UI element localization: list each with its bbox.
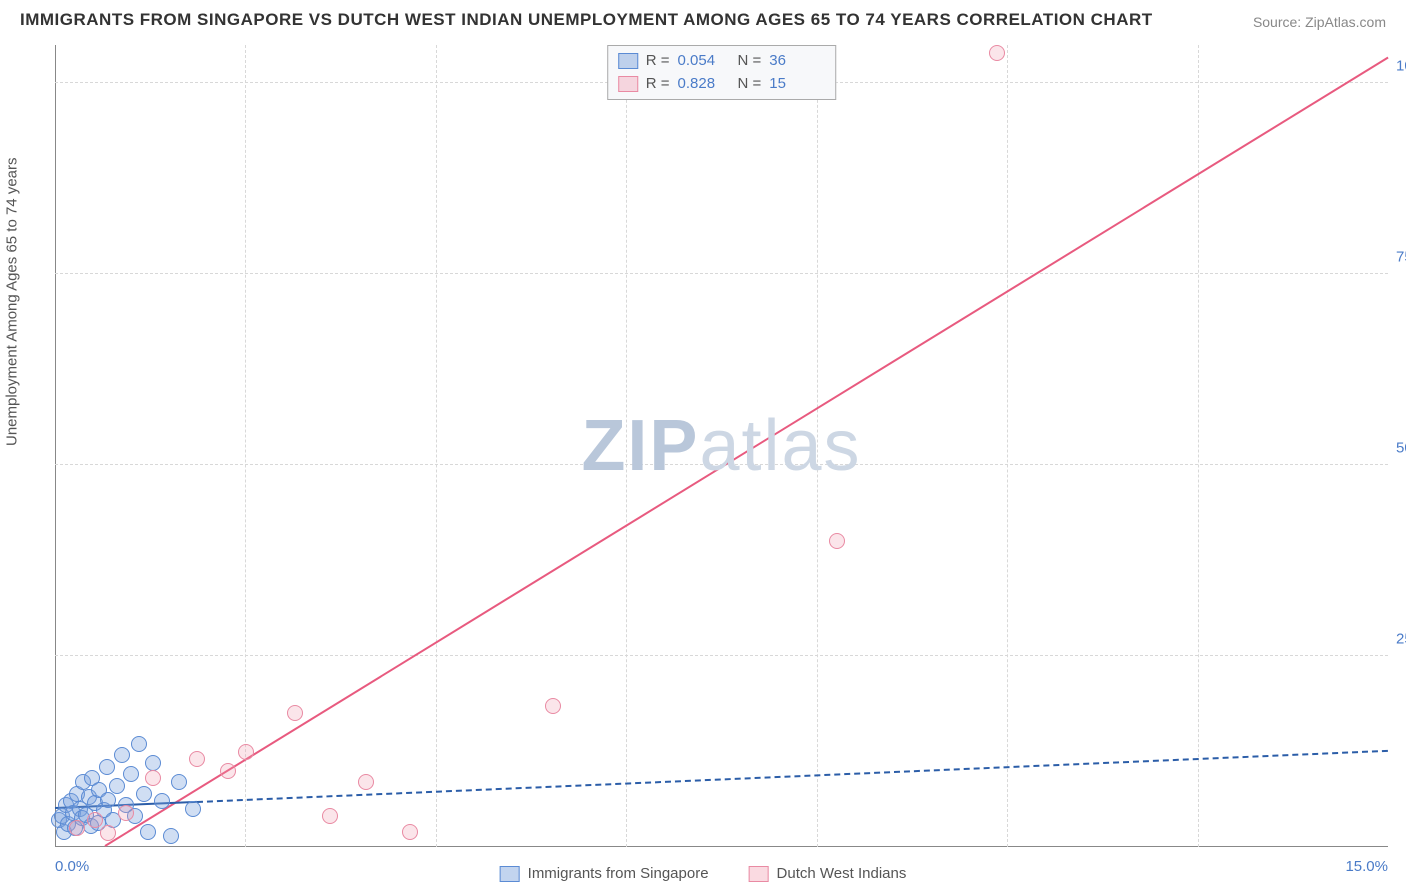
chart-plot-area: 25.0%50.0%75.0%100.0%0.0%15.0% ZIPatlas … xyxy=(55,45,1388,847)
trend-line xyxy=(197,750,1388,803)
data-point-blue xyxy=(99,759,115,775)
data-point-blue xyxy=(185,801,201,817)
r-value-pink: 0.828 xyxy=(678,73,730,96)
r-label: R = xyxy=(646,50,670,73)
series-legend: Immigrants from Singapore Dutch West Ind… xyxy=(500,865,907,882)
legend-label-blue: Immigrants from Singapore xyxy=(528,865,709,882)
data-point-pink xyxy=(118,805,134,821)
legend-item-pink: Dutch West Indians xyxy=(749,865,907,882)
y-tick-label: 50.0% xyxy=(1390,440,1406,457)
n-label: N = xyxy=(738,73,762,96)
gridline-v xyxy=(436,45,437,847)
x-tick-label-end: 15.0% xyxy=(1345,858,1388,875)
data-point-blue xyxy=(100,792,116,808)
data-point-blue xyxy=(140,824,156,840)
legend-row-pink: R = 0.828 N = 15 xyxy=(618,73,822,96)
data-point-blue xyxy=(171,774,187,790)
swatch-blue-icon xyxy=(500,866,520,882)
legend-row-blue: R = 0.054 N = 36 xyxy=(618,50,822,73)
data-point-blue xyxy=(154,793,170,809)
swatch-pink-icon xyxy=(749,866,769,882)
data-point-pink xyxy=(238,744,254,760)
data-point-blue xyxy=(114,747,130,763)
data-point-pink xyxy=(829,533,845,549)
data-point-pink xyxy=(358,774,374,790)
data-point-pink xyxy=(545,698,561,714)
data-point-blue xyxy=(136,786,152,802)
source-label: Source: ZipAtlas.com xyxy=(1253,14,1386,30)
legend-item-blue: Immigrants from Singapore xyxy=(500,865,709,882)
x-tick-label-start: 0.0% xyxy=(55,858,89,875)
n-label: N = xyxy=(738,50,762,73)
legend-label-pink: Dutch West Indians xyxy=(777,865,907,882)
data-point-blue xyxy=(109,778,125,794)
trend-line xyxy=(104,57,1388,847)
gridline-v xyxy=(245,45,246,847)
gridline-v xyxy=(817,45,818,847)
data-point-pink xyxy=(145,770,161,786)
r-value-blue: 0.054 xyxy=(678,50,730,73)
data-point-pink xyxy=(220,763,236,779)
gridline-h xyxy=(55,655,1388,656)
y-tick-label: 75.0% xyxy=(1390,249,1406,266)
gridline-v xyxy=(1007,45,1008,847)
swatch-blue-icon xyxy=(618,53,638,69)
gridline-v xyxy=(626,45,627,847)
data-point-pink xyxy=(322,808,338,824)
data-point-pink xyxy=(87,812,103,828)
data-point-pink xyxy=(287,705,303,721)
data-point-pink xyxy=(69,820,85,836)
data-point-blue xyxy=(131,736,147,752)
n-value-pink: 15 xyxy=(769,73,821,96)
y-tick-label: 25.0% xyxy=(1390,631,1406,648)
y-axis-title: Unemployment Among Ages 65 to 74 years xyxy=(4,157,21,446)
correlation-legend: R = 0.054 N = 36 R = 0.828 N = 15 xyxy=(607,45,837,100)
n-value-blue: 36 xyxy=(769,50,821,73)
data-point-pink xyxy=(989,45,1005,61)
y-tick-label: 100.0% xyxy=(1390,58,1406,75)
data-point-pink xyxy=(100,825,116,841)
swatch-pink-icon xyxy=(618,76,638,92)
data-point-pink xyxy=(189,751,205,767)
data-point-blue xyxy=(145,755,161,771)
chart-title: IMMIGRANTS FROM SINGAPORE VS DUTCH WEST … xyxy=(20,10,1153,30)
data-point-blue xyxy=(163,828,179,844)
data-point-pink xyxy=(402,824,418,840)
r-label: R = xyxy=(646,73,670,96)
gridline-v xyxy=(1198,45,1199,847)
gridline-h xyxy=(55,273,1388,274)
data-point-blue xyxy=(123,766,139,782)
